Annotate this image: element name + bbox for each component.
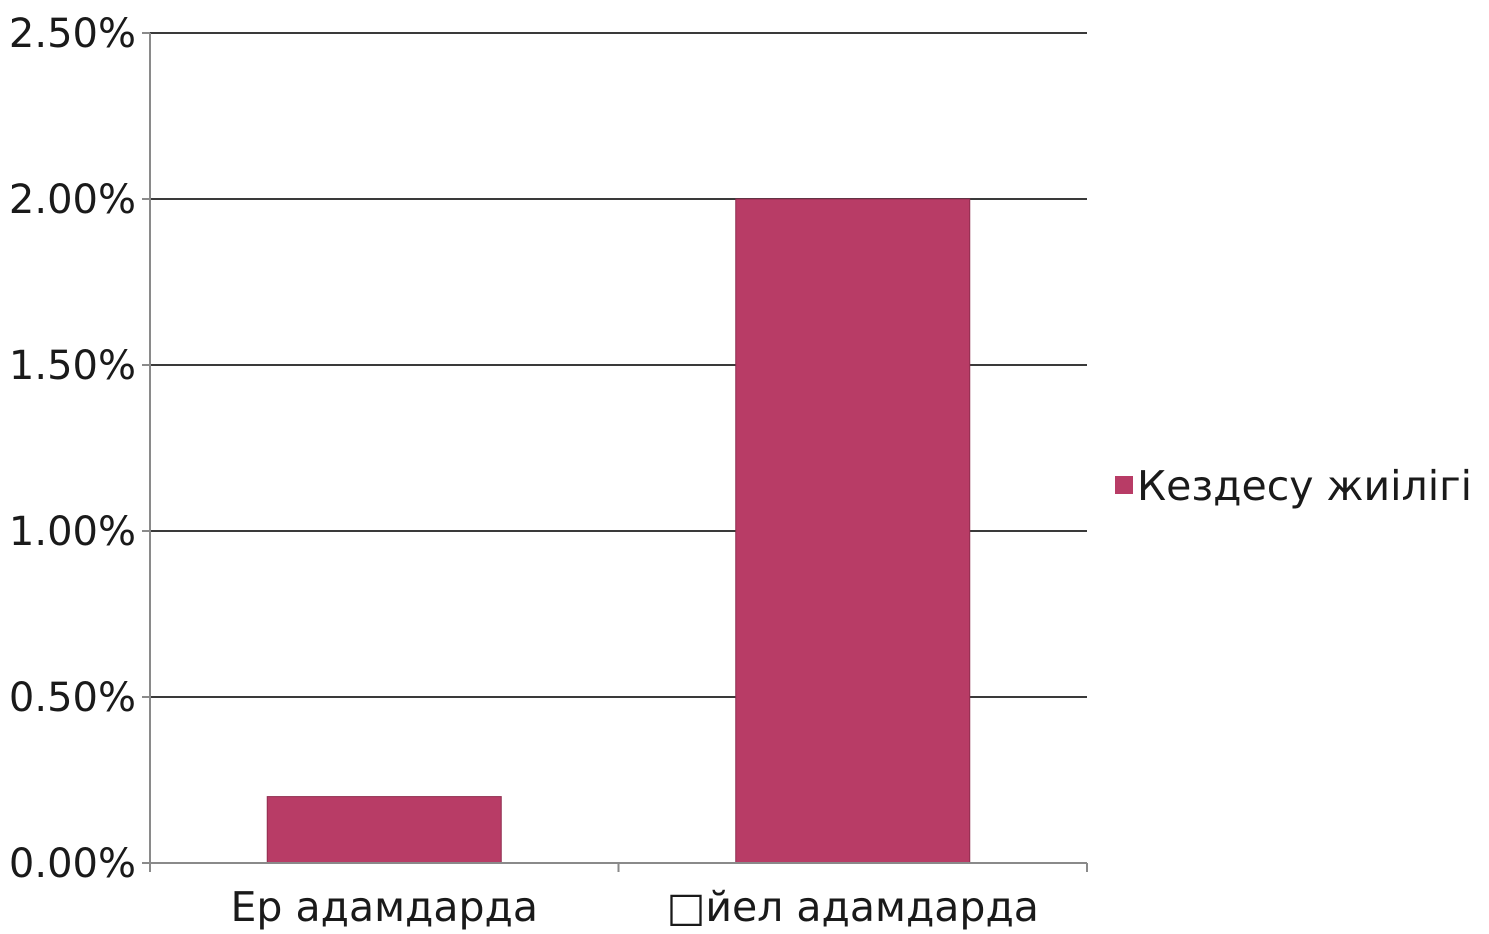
y-tick-label: 1.50% [9,343,136,389]
axes [142,32,1088,872]
legend-label: Кездесу жиілігі [1137,462,1472,510]
bar [735,198,971,864]
y-tick-label: 2.00% [9,177,136,223]
y-tick-label: 2.50% [9,11,136,57]
y-tick-label: 0.50% [9,675,136,721]
legend-swatch [1115,476,1133,494]
y-tick-label: 1.00% [9,509,136,555]
labels: 0.00% 0.50% 1.00% 1.50% 2.00% 2.50% Ер адамдар… [9,11,1039,931]
bar [266,796,502,864]
bars [266,198,971,864]
x-category-label: □йел адамдарда [667,883,1039,931]
y-tick-label: 0.00% [9,841,136,887]
legend: Кездесу жиілігі [1115,462,1472,510]
x-category-label: Ер адамдарда [231,883,538,931]
